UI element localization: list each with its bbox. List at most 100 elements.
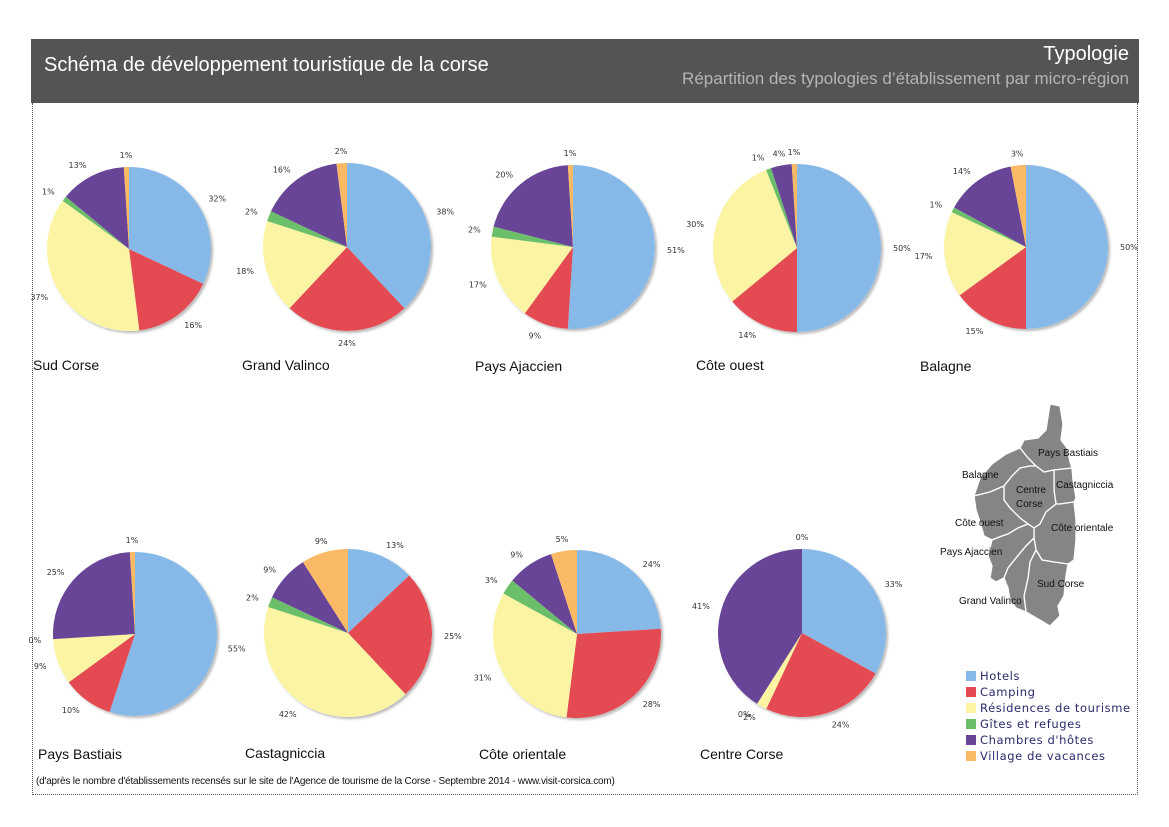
pie-label-village-de-vacances: 2%: [335, 147, 348, 156]
pie-slice-hotels: [109, 552, 217, 717]
pie-label-village-de-vacances: 1%: [120, 151, 133, 160]
pie-label-chambres-d-hotes: 20%: [495, 171, 513, 180]
pie-label-camping: 25%: [444, 632, 462, 641]
pie-label-residences-de-tourisme: 9%: [34, 662, 47, 671]
pie-label-hotels: 24%: [643, 560, 661, 569]
chart-title-grand-valinco: Grand Valinco: [242, 357, 330, 373]
pie-label-camping: 15%: [966, 327, 984, 336]
corsica-map: Pays Bastiais Balagne Centre Corse Casta…: [940, 403, 1114, 627]
map-region-grand-valinco: [1003, 536, 1037, 614]
pie-label-hotels: 51%: [667, 246, 685, 255]
pie-label-village-de-vacances: 1%: [564, 149, 577, 158]
pie-castagniccia: 13% 25% 42% 2% 9% 9%: [246, 537, 462, 719]
map-label-centre-corse-2: Corse: [1016, 499, 1043, 510]
pie-slice-hotels: [577, 550, 661, 634]
header-band: Schéma de développement touristique de l…: [31, 39, 1139, 103]
map-label-pays-ajaccien: Pays Ajaccien: [940, 547, 1002, 558]
map-label-balagne: Balagne: [962, 470, 999, 481]
pie-label-gites-et-refuges: 3%: [485, 576, 498, 585]
map-label-castagniccia: Castagniccia: [1056, 480, 1114, 491]
map-label-cote-orientale: Côte orientale: [1051, 523, 1114, 534]
section-subtitle: Répartition des typologies d’établisseme…: [682, 69, 1129, 88]
pie-label-hotels: 38%: [436, 208, 454, 217]
pie-slice-village-de-vacances: [302, 549, 348, 633]
pie-slice-village-de-vacances: [129, 552, 135, 634]
pie-label-gites-et-refuges: 2%: [468, 225, 481, 234]
chart-title-centre-corse: Centre Corse: [700, 746, 784, 762]
pie-label-chambres-d-hotes: 9%: [263, 566, 276, 575]
pie-slice-residences-de-tourisme: [47, 200, 140, 331]
legend-swatch: [966, 687, 976, 697]
pie-slice-chambres-d-hotes: [771, 164, 797, 248]
pie-label-gites-et-refuges: 1%: [42, 187, 55, 196]
pie-slice-residences-de-tourisme: [53, 634, 135, 683]
pie-slice-residences-de-tourisme: [943, 212, 1026, 296]
pie-label-village-de-vacances: 1%: [126, 536, 139, 545]
pie-label-hotels: 55%: [228, 645, 246, 654]
pie-label-hotels: 50%: [893, 244, 911, 253]
content-frame: [32, 103, 1138, 795]
pie-slice-hotels: [802, 549, 887, 674]
pie-slice-chambres-d-hotes: [512, 554, 577, 634]
source-note: (d'après le nombre d'établissements rece…: [36, 776, 615, 787]
pie-centre-corse: 33%24%2%0%41%0%: [692, 533, 903, 729]
pie-label-residences-de-tourisme: 2%: [743, 713, 756, 722]
pie-slice-residences-de-tourisme: [713, 169, 797, 302]
pie-label-camping: 10%: [62, 706, 80, 715]
pie-slice-hotels: [567, 165, 655, 329]
legend-item-gites: Gîtes et refuges: [966, 716, 1131, 732]
pie-slice-village-de-vacances: [336, 163, 347, 247]
pie-grand-valinco: 38% 24% 18% 2% 16% 2%: [236, 147, 454, 348]
page-title: Schéma de développement touristique de l…: [44, 54, 489, 76]
pie-label-residences-de-tourisme: 31%: [474, 674, 492, 683]
pie-slice-chambres-d-hotes: [718, 549, 802, 704]
map-label-pays-bastiais: Pays Bastiais: [1038, 448, 1098, 459]
pie-slice-gites-et-refuges: [766, 168, 797, 248]
pie-slice-village-de-vacances: [567, 165, 573, 247]
pie-label-hotels: 32%: [208, 195, 226, 204]
pie-label-hotels: 33%: [885, 580, 903, 589]
pie-label-camping: 24%: [338, 339, 356, 348]
pie-label-residences-de-tourisme: 37%: [30, 293, 48, 302]
map-label-cote-ouest: Côte ouest: [955, 518, 1004, 529]
pie-slice-camping: [129, 249, 204, 331]
pie-slice-chambres-d-hotes: [954, 166, 1026, 247]
pie-label-residences-de-tourisme: 17%: [915, 252, 933, 261]
legend-label: Camping: [980, 685, 1036, 699]
chart-title-castagniccia: Castagniccia: [245, 745, 326, 761]
pie-label-residences-de-tourisme: 18%: [236, 267, 254, 276]
pie-label-chambres-d-hotes: 13%: [69, 161, 87, 170]
legend: Hotels Camping Résidences de tourisme Gî…: [966, 668, 1131, 764]
pie-label-gites-et-refuges: 2%: [245, 208, 258, 217]
pie-label-gites-et-refuges: 2%: [246, 594, 259, 603]
legend-item-camping: Camping: [966, 684, 1131, 700]
pie-slice-camping: [348, 575, 432, 695]
pie-slice-camping: [959, 247, 1026, 329]
pie-slice-gites-et-refuges: [267, 211, 347, 247]
pie-label-chambres-d-hotes: 4%: [773, 150, 786, 159]
legend-item-residences: Résidences de tourisme: [966, 700, 1131, 716]
pie-pays-bastiais: 55% 10% 9% 0% 25% 1%: [28, 536, 246, 717]
pie-slice-hotels: [347, 163, 431, 309]
pie-slice-camping: [566, 628, 661, 719]
chart-title-pays-ajaccien: Pays Ajaccien: [475, 358, 563, 374]
chart-title-sud-corse: Sud Corse: [33, 357, 100, 373]
pie-label-residences-de-tourisme: 42%: [279, 710, 297, 719]
pie-label-chambres-d-hotes: 41%: [692, 602, 710, 611]
pie-slice-hotels: [1026, 165, 1108, 329]
pie-slice-camping: [524, 247, 573, 329]
legend-swatch: [966, 703, 976, 713]
pie-slice-residences-de-tourisme: [492, 593, 577, 718]
pie-slice-residences-de-tourisme: [756, 633, 802, 710]
pie-label-chambres-d-hotes: 25%: [47, 568, 65, 577]
pie-slice-village-de-vacances: [123, 167, 129, 249]
pie-slice-chambres-d-hotes: [52, 552, 135, 640]
pie-slice-camping: [289, 247, 405, 331]
pie-label-chambres-d-hotes: 16%: [273, 165, 291, 174]
legend-label: Gîtes et refuges: [980, 717, 1082, 731]
pie-label-gites-et-refuges: 0%: [738, 710, 751, 719]
pie-sud-corse: 32% 16% 37% 1% 13% 1%: [30, 151, 227, 331]
pie-label-camping: 28%: [643, 700, 661, 709]
pie-slice-chambres-d-hotes: [65, 167, 129, 249]
pie-slice-hotels: [348, 549, 410, 633]
